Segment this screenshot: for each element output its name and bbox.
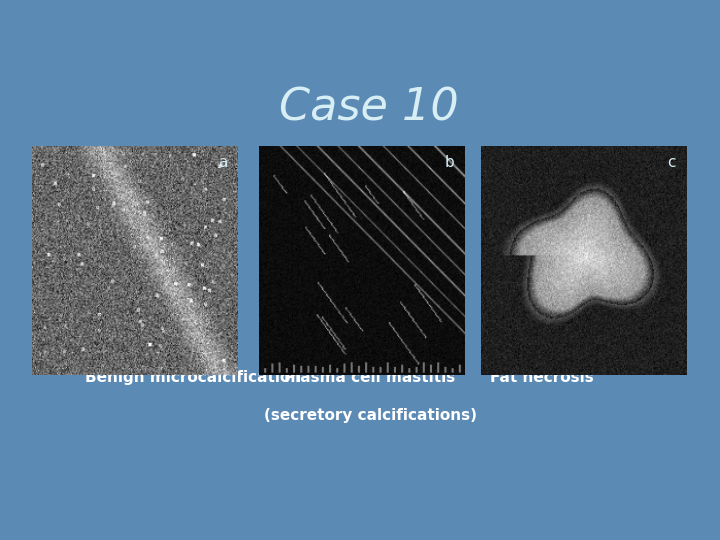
Text: Benign microcalcification: Benign microcalcification bbox=[85, 370, 302, 386]
Text: b: b bbox=[444, 155, 454, 170]
Text: Fat necrosis: Fat necrosis bbox=[490, 370, 594, 386]
Text: Case 10: Case 10 bbox=[279, 87, 459, 130]
Text: Plasma cell mastitis: Plasma cell mastitis bbox=[284, 370, 456, 386]
Text: c: c bbox=[667, 155, 676, 170]
Text: (secretory calcifications): (secretory calcifications) bbox=[264, 408, 477, 423]
Text: a: a bbox=[218, 155, 228, 170]
